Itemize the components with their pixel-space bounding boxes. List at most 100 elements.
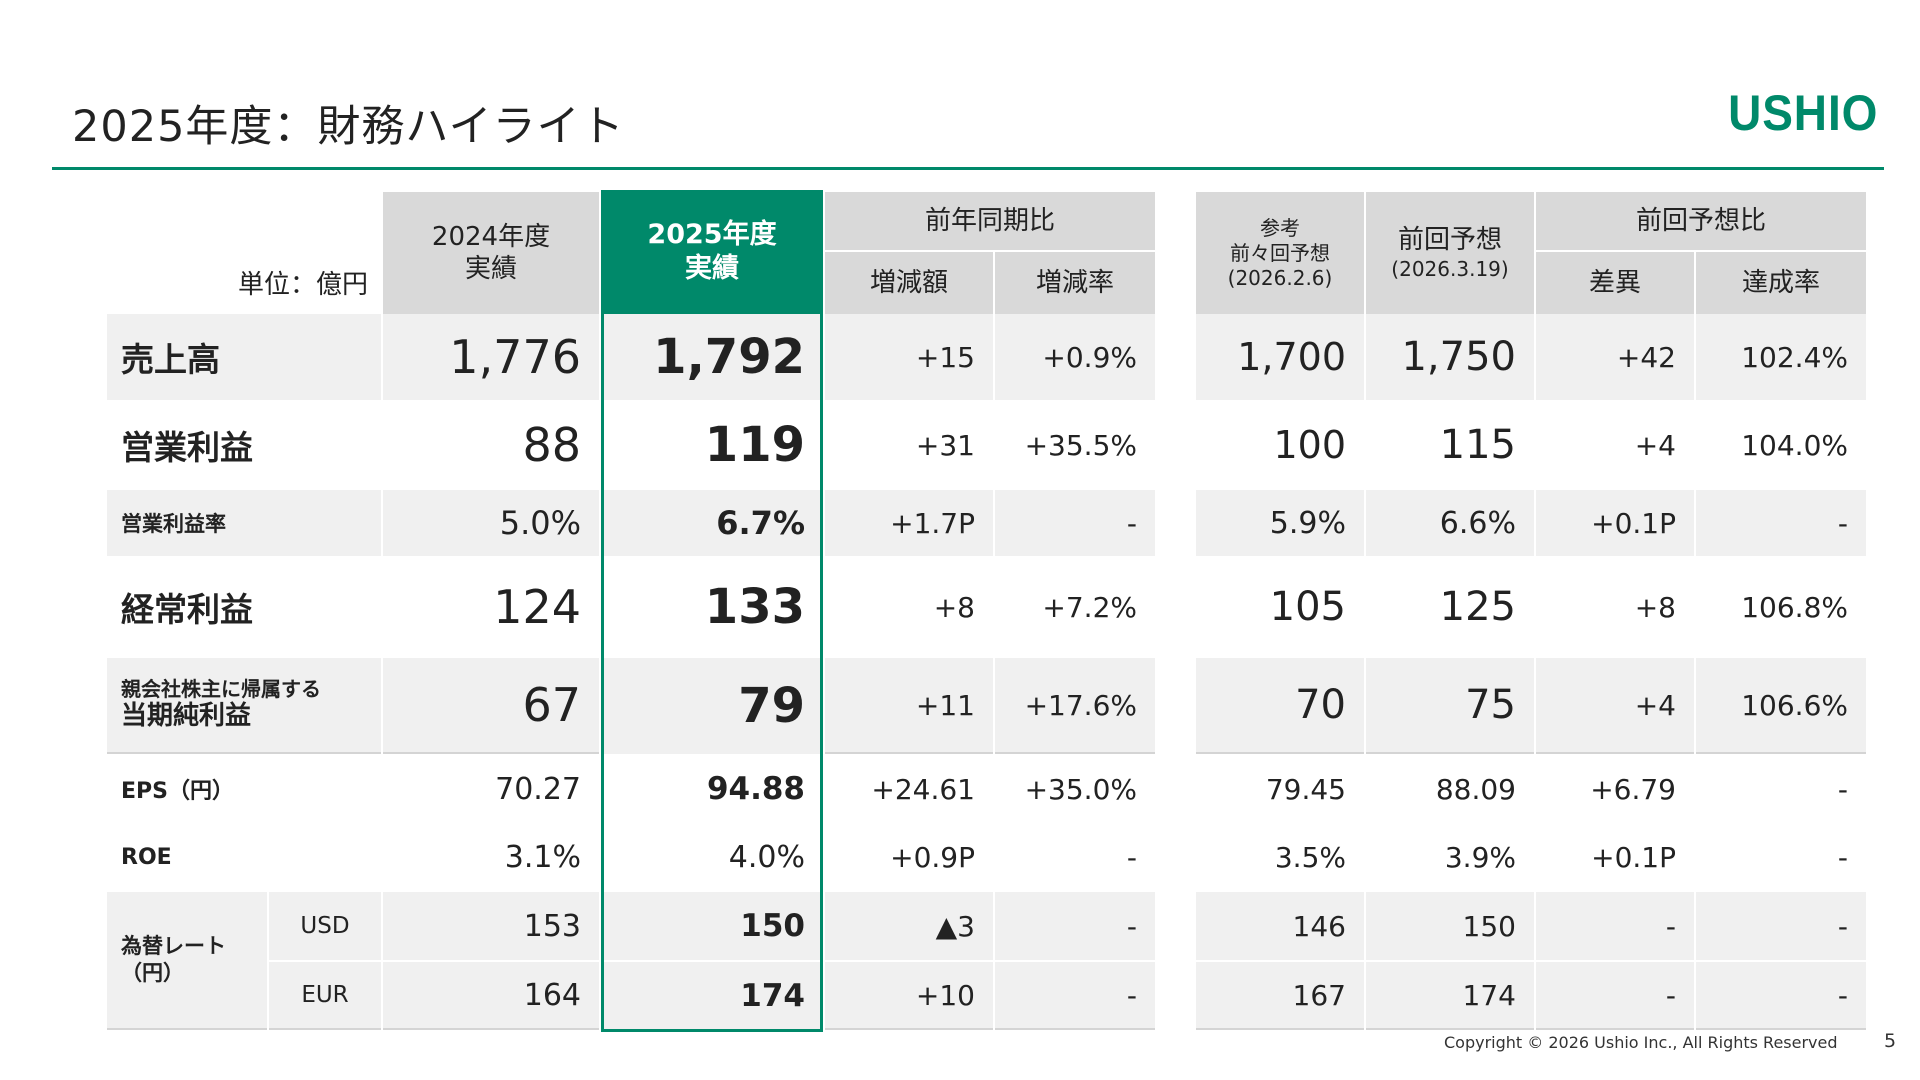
cell-eur-fy2024: 164: [383, 962, 599, 1030]
cell-sales-prev2: 1,700: [1196, 314, 1364, 400]
cell-op-vs-diff: +4: [1634, 428, 1676, 462]
cell-eur-fy2025: 174: [601, 962, 823, 1030]
cell-net-prev2: 70: [1196, 658, 1364, 754]
cell-ordinary-vs-rate: 106.8%: [1741, 590, 1848, 624]
cell-eps-prev: 88.09: [1435, 772, 1516, 806]
cell-ordinary-fy2024: 124: [493, 580, 581, 634]
cell-margin-yoy-diff: +1.7P: [825, 490, 993, 556]
cell-ordinary-vs-diff: +8: [1634, 590, 1676, 624]
page-title: 2025年度：財務ハイライト: [72, 102, 625, 152]
cell-usd-vs-rate: -: [1696, 892, 1866, 960]
cell-eur-yoy-rate: -: [995, 962, 1155, 1030]
cell-margin-yoy-rate: -: [995, 490, 1155, 556]
cell-eps-prev2: 79.45: [1265, 772, 1346, 806]
header-prev-forecast: 前回予想 (2026.3.19): [1366, 192, 1534, 314]
cell-op-prev: 115: [1439, 422, 1516, 468]
cell-roe-yoy-rate: -: [1126, 840, 1137, 874]
header-ref-label: 参考: [1260, 215, 1300, 240]
cell-roe-prev: 3.9%: [1444, 840, 1516, 874]
header-prev2-date: (2026.2.6): [1227, 265, 1333, 290]
cell-usd-prev2: 146: [1196, 892, 1364, 960]
row-label-fx-rate-unit: （円）: [121, 961, 184, 985]
cell-roe-fy2024: 3.1%: [504, 839, 581, 875]
row-label-operating-profit: 営業利益: [121, 428, 253, 467]
cell-op-vs-rate: 104.0%: [1741, 428, 1848, 462]
header-fy2025-sub: 実績: [685, 253, 739, 284]
cell-ordinary-yoy-rate: +7.2%: [1042, 590, 1137, 624]
header-fy2024-year: 2024年度: [431, 221, 551, 252]
cell-usd-yoy-rate: -: [995, 892, 1155, 960]
row-label-net-income-main: 当期純利益: [121, 701, 252, 732]
cell-roe-fy2025: 4.0%: [728, 839, 805, 875]
row-label-net-income: 親会社株主に帰属する 当期純利益: [107, 658, 381, 754]
row-label-operating-margin: 営業利益率: [107, 490, 381, 556]
row-label-sales: 売上高: [107, 314, 381, 400]
cell-ordinary-fy2025: 133: [704, 579, 805, 635]
header-vs-diff: 差異: [1536, 252, 1694, 314]
header-yoy: 前年同期比: [825, 192, 1155, 250]
row-label-net-income-top: 親会社株主に帰属する: [121, 677, 321, 702]
header-yoy-rate: 増減率: [995, 252, 1155, 314]
cell-margin-fy2025: 6.7%: [601, 490, 823, 556]
cell-eur-vs-rate: -: [1696, 962, 1866, 1030]
title-divider: [52, 167, 1884, 170]
cell-usd-fy2024: 153: [383, 892, 599, 960]
header-vs-rate: 達成率: [1696, 252, 1866, 314]
cell-net-vs-diff: +4: [1536, 658, 1694, 754]
header-fy2024: 2024年度 実績: [383, 192, 599, 314]
cell-eur-yoy-diff: +10: [825, 962, 993, 1030]
fx-usd-label: USD: [269, 892, 381, 960]
cell-eps-yoy-diff: +24.61: [871, 772, 975, 806]
header-prev2-forecast: 参考 前々回予想 (2026.2.6): [1196, 192, 1364, 314]
cell-ordinary-prev2: 105: [1269, 584, 1346, 630]
cell-net-fy2024: 67: [383, 658, 599, 754]
header-fy2024-sub: 実績: [464, 254, 517, 284]
cell-usd-yoy-diff: ▲3: [825, 892, 993, 960]
copyright-footer: Copyright © 2026 Ushio Inc., All Rights …: [1444, 1033, 1838, 1052]
fx-eur-label: EUR: [269, 962, 381, 1030]
cell-sales-vs-diff: +42: [1536, 314, 1694, 400]
cell-net-fy2025: 79: [601, 658, 823, 754]
cell-roe-prev2: 3.5%: [1274, 840, 1346, 874]
cell-usd-prev: 150: [1366, 892, 1534, 960]
cell-eur-vs-diff: -: [1536, 962, 1694, 1030]
cell-sales-fy2024: 1,776: [383, 314, 599, 400]
cell-net-yoy-diff: +11: [825, 658, 993, 754]
header-prev-date: (2026.3.19): [1391, 256, 1509, 281]
row-label-fx-rate-main: 為替レート: [121, 933, 226, 958]
cell-sales-fy2025: 1,792: [601, 314, 823, 400]
row-label-ordinary-profit: 経常利益: [121, 590, 253, 629]
header-fy2025-year: 2025年度: [647, 219, 777, 251]
cell-sales-yoy-diff: +15: [825, 314, 993, 400]
header-prev-label: 前回予想: [1397, 225, 1502, 256]
cell-margin-prev: 6.6%: [1366, 490, 1534, 556]
cell-roe-vs-diff: +0.1P: [1591, 840, 1676, 874]
ushio-logo: USHIO: [1727, 85, 1878, 141]
cell-eps-fy2024: 70.27: [495, 771, 581, 807]
cell-net-prev: 75: [1366, 658, 1534, 754]
header-vs-prev: 前回予想比: [1536, 192, 1866, 250]
cell-eps-yoy-rate: +35.0%: [1024, 772, 1137, 806]
cell-op-yoy-rate: +35.5%: [1024, 428, 1137, 462]
cell-sales-prev: 1,750: [1366, 314, 1534, 400]
cell-roe-vs-rate: -: [1837, 840, 1848, 874]
cell-margin-vs-rate: -: [1696, 490, 1866, 556]
row-label-fx-rate: 為替レート （円）: [107, 892, 267, 1030]
cell-eur-prev: 174: [1366, 962, 1534, 1030]
cell-sales-vs-rate: 102.4%: [1696, 314, 1866, 400]
cell-eps-fy2025: 94.88: [706, 771, 805, 807]
cell-net-vs-rate: 106.6%: [1696, 658, 1866, 754]
cell-margin-fy2024: 5.0%: [383, 490, 599, 556]
cell-ordinary-yoy-diff: +8: [933, 590, 975, 624]
cell-usd-fy2025: 150: [601, 892, 823, 960]
cell-margin-vs-diff: +0.1P: [1536, 490, 1694, 556]
cell-op-prev2: 100: [1273, 423, 1346, 467]
cell-margin-prev2: 5.9%: [1196, 490, 1364, 556]
cell-op-fy2024: 88: [522, 418, 581, 472]
cell-eps-vs-rate: -: [1837, 772, 1848, 806]
cell-op-fy2025: 119: [704, 417, 805, 473]
cell-eur-prev2: 167: [1196, 962, 1364, 1030]
header-fy2025: 2025年度 実績: [601, 190, 823, 314]
unit-label: 単位：億円: [237, 269, 368, 300]
cell-sales-yoy-rate: +0.9%: [995, 314, 1155, 400]
